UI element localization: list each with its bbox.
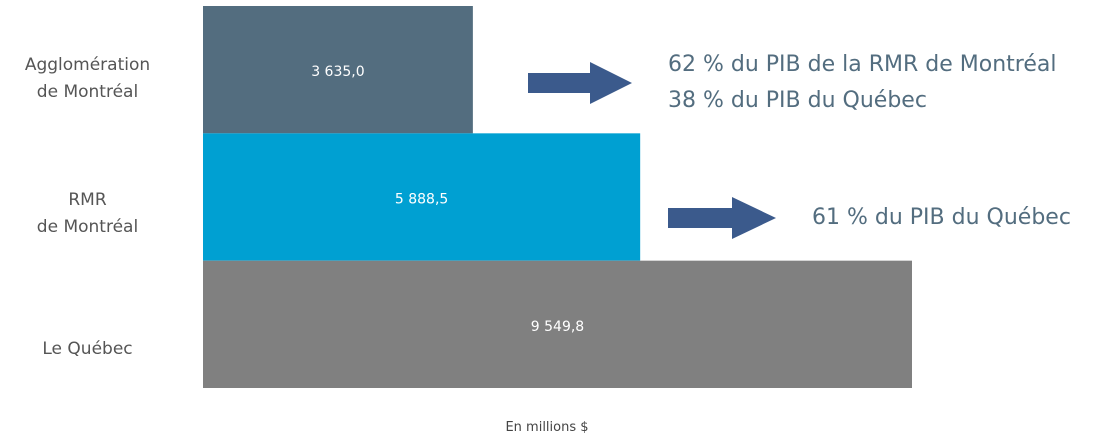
arrow [668, 197, 776, 239]
category-label: RMR de Montréal [36, 190, 139, 237]
value-label: 9 549,8 [531, 319, 584, 335]
bar [203, 260, 912, 388]
value-label: 5 888,5 [395, 192, 448, 208]
annotation: 62 % du PIB de la RMR de Montréal [668, 52, 1057, 77]
value-label: 3 635,0 [311, 64, 364, 80]
arrow [528, 62, 632, 104]
category-label: Le Québec [42, 339, 133, 359]
bar [203, 6, 473, 134]
bar [203, 133, 641, 261]
annotation: 38 % du PIB du Québec [668, 88, 927, 113]
x-axis-label: En millions $ [505, 420, 589, 435]
annotation: 61 % du PIB du Québec [812, 205, 1071, 230]
category-label: Agglomération de Montréal [24, 55, 151, 102]
